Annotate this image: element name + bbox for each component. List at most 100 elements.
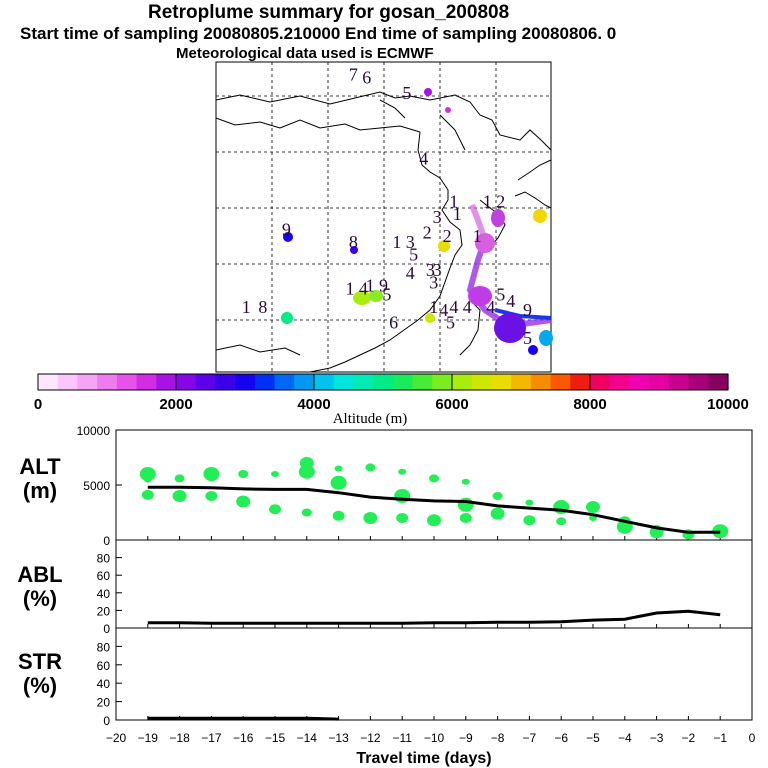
colorbar-tick-label: 8000 [573, 396, 606, 413]
alt-scatter-point [586, 501, 600, 513]
x-tick-label: −16 [233, 731, 254, 745]
colorbar-swatch [590, 374, 611, 390]
x-axis-label: Travel time (days) [356, 750, 491, 767]
map-day-label: 3 [433, 207, 442, 227]
str-line [147, 716, 339, 721]
alt-scatter-point [396, 513, 409, 523]
chart-title: Retroplume summary for gosan_200808 [148, 2, 510, 23]
map-day-label: 2 [423, 223, 432, 243]
colorbar-swatch [471, 374, 493, 390]
x-tick-label: −8 [491, 731, 505, 745]
y-tick-label: 0 [103, 534, 110, 548]
colorbar-swatch [688, 374, 709, 390]
x-tick-label: −12 [360, 731, 381, 745]
map-day-label: 2 [496, 192, 505, 212]
colorbar-swatch [353, 374, 374, 390]
colorbar-swatch [511, 374, 532, 390]
x-tick-label: −3 [650, 731, 664, 745]
colorbar-swatch [294, 374, 315, 390]
y-tick-label: 80 [97, 552, 111, 566]
map-day-label: 7 [349, 65, 358, 85]
x-tick-label: −7 [523, 731, 537, 745]
map-day-label: 6 [362, 68, 371, 88]
y-tick-label: 20 [97, 696, 111, 710]
alt-scatter-point [427, 514, 441, 527]
map-day-label: 1 [242, 297, 251, 317]
alt-scatter-point [461, 478, 470, 485]
colorbar-swatch [215, 374, 236, 390]
colorbar-tick-label: 0 [34, 396, 42, 413]
x-tick-label: −5 [586, 731, 600, 745]
colorbar-swatch [333, 374, 355, 390]
alt-scatter-point [332, 510, 345, 521]
plume-blobs [281, 88, 553, 355]
x-tick-label: −2 [682, 731, 696, 745]
colorbar-swatch [609, 374, 631, 390]
map-day-label: 8 [258, 297, 267, 317]
str-label: STR [18, 649, 62, 674]
y-tick-label: 40 [97, 677, 111, 691]
str-unit: (%) [22, 673, 58, 698]
map-day-label: 1 [473, 226, 482, 246]
map-day-label: 4 [359, 279, 368, 299]
y-tick-label: 60 [97, 659, 111, 673]
alt-scatter-point [205, 491, 218, 501]
colorbar-swatch [570, 374, 591, 390]
colorbar-swatch [649, 374, 670, 390]
x-tick-label: −19 [138, 731, 159, 745]
x-tick-label: −18 [169, 731, 190, 745]
alt-scatter-point [429, 474, 439, 483]
alt-scatter-point [238, 470, 249, 478]
y-tick-label: 0 [103, 622, 110, 636]
colorbar-swatch [392, 374, 414, 390]
colorbar-swatch [530, 374, 552, 390]
abl-label: ABL [17, 562, 63, 587]
colorbar-swatch [708, 374, 729, 390]
coastlines [215, 91, 552, 373]
y-tick-label: 60 [97, 569, 111, 583]
alt-scatter-point [139, 467, 156, 481]
colorbar-swatch [412, 374, 433, 390]
map-day-label: 6 [389, 313, 398, 333]
abl-line [147, 609, 721, 625]
colorbar-axis-label: Altitude (m) [333, 411, 408, 427]
colorbar-swatch [432, 374, 453, 390]
map-day-label: 1 [483, 192, 492, 212]
map-day-label: 4 [486, 297, 495, 317]
colorbar-swatch [97, 374, 118, 390]
colorbar-swatch [176, 374, 197, 390]
map-day-label: 4 [463, 297, 472, 317]
x-tick-label: −11 [392, 731, 412, 745]
colorbar-tick-label: 6000 [435, 396, 468, 413]
map-day-label: 1 [453, 204, 462, 224]
y-tick-label: 40 [97, 587, 111, 601]
alt-scatter-point [556, 517, 567, 526]
alt-scatter-point [172, 490, 187, 502]
colorbar-swatch [77, 374, 98, 390]
x-tick-label: −14 [297, 731, 318, 745]
x-tick-label: −13 [328, 731, 349, 745]
alt-scatter-point [334, 465, 343, 472]
colorbar-swatch [491, 374, 512, 390]
map-day-label: 9 [282, 220, 291, 240]
alt-scatter-point [203, 467, 220, 481]
x-tick-label: −20 [106, 731, 127, 745]
map-day-label: 5 [496, 285, 505, 305]
alt-scatter-point [492, 492, 503, 500]
alt-scatter-point [490, 507, 505, 520]
map-day-label: 5 [409, 244, 418, 264]
colorbar-swatch [668, 374, 690, 390]
alt-scatter-point [269, 504, 281, 515]
alt-scatter-point [525, 499, 534, 506]
x-tick-label: −10 [424, 731, 445, 745]
alt-median-line [147, 485, 721, 534]
map-day-label: 2 [443, 226, 452, 246]
map-day-label: 3 [406, 232, 415, 252]
map-day-label: 1 [449, 192, 458, 212]
map-day-label: 1 [429, 297, 438, 317]
colorbar-swatch [136, 374, 157, 390]
map-day-label: 4 [506, 291, 515, 311]
